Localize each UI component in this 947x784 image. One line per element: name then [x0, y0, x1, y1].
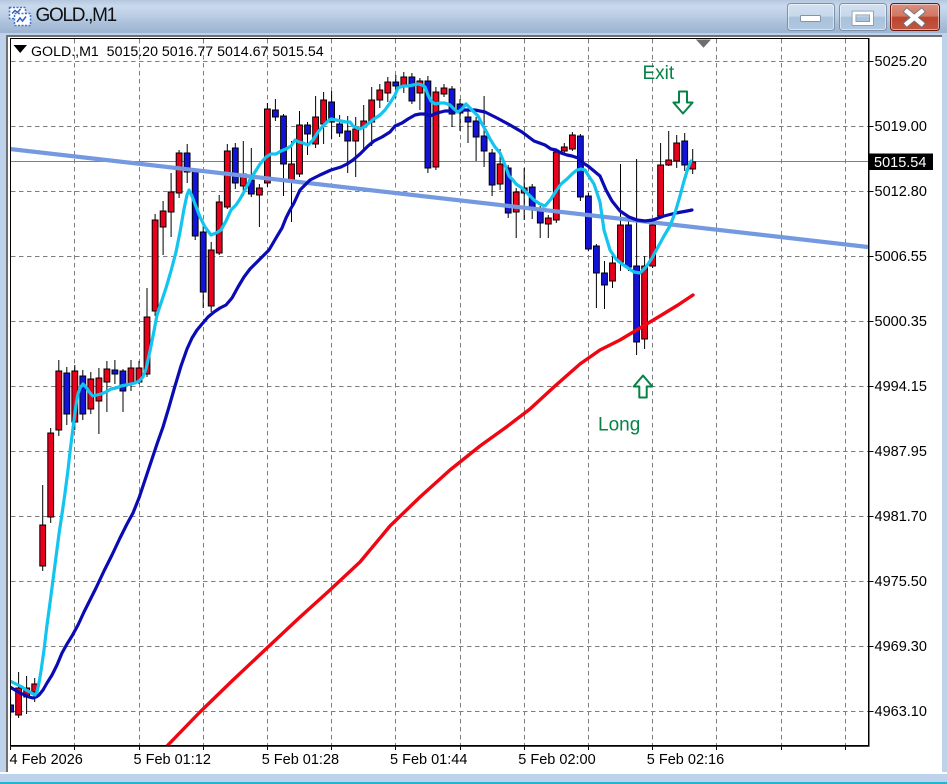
svg-text:5 Feb 02:16: 5 Feb 02:16 [647, 752, 724, 768]
svg-text:5 Feb 01:28: 5 Feb 01:28 [262, 752, 339, 768]
svg-text:5019.00: 5019.00 [875, 119, 927, 135]
svg-text:5006.55: 5006.55 [875, 249, 927, 265]
svg-text:5000.35: 5000.35 [875, 314, 927, 330]
svg-text:GOLD.,M1 5015.20 5016.77 5014: GOLD.,M1 5015.20 5016.77 5014.67 5015.54 [31, 44, 324, 60]
svg-text:4969.30: 4969.30 [875, 639, 927, 655]
svg-text:5015.54: 5015.54 [874, 155, 926, 171]
svg-text:5 Feb 01:12: 5 Feb 01:12 [134, 752, 211, 768]
svg-text:5012.80: 5012.80 [875, 184, 927, 200]
svg-text:4987.95: 4987.95 [875, 444, 927, 460]
svg-text:4975.50: 4975.50 [875, 574, 927, 590]
svg-text:5 Feb 02:00: 5 Feb 02:00 [518, 752, 595, 768]
svg-text:4963.10: 4963.10 [875, 704, 927, 720]
svg-text:5025.20: 5025.20 [875, 54, 927, 70]
svg-text:4994.15: 4994.15 [875, 379, 927, 395]
svg-text:Long: Long [598, 414, 640, 435]
svg-text:4981.70: 4981.70 [875, 509, 927, 525]
svg-text:4 Feb 2026: 4 Feb 2026 [10, 752, 83, 768]
svg-text:Exit: Exit [643, 63, 675, 84]
svg-text:5 Feb 01:44: 5 Feb 01:44 [390, 752, 467, 768]
